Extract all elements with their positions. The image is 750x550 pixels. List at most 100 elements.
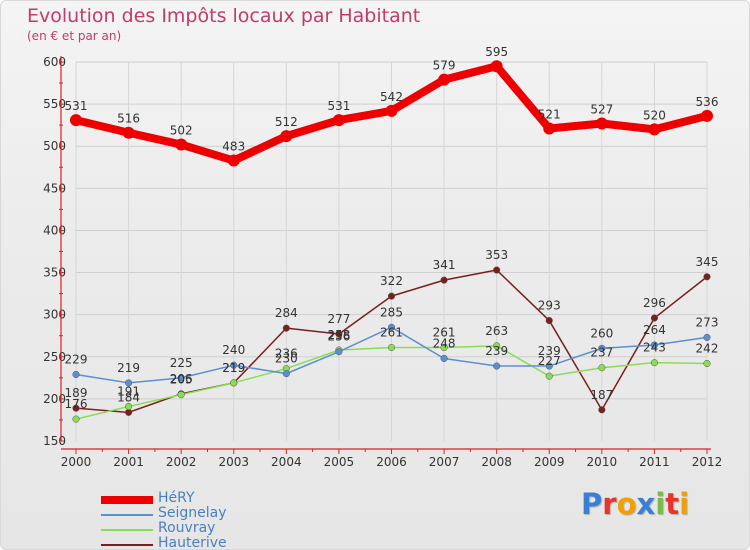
logo-letter: t [665,487,680,521]
data-label: 219 [222,361,245,375]
data-label: 176 [65,397,88,411]
logo-letter: i [679,487,690,521]
data-label: 264 [643,323,666,337]
data-label: 260 [590,326,613,340]
data-point [598,364,606,372]
data-label: 483 [222,140,245,154]
x-tick-label: 2009 [534,455,565,469]
data-label: 579 [433,59,456,73]
data-point [440,354,448,363]
data-label: 520 [643,108,666,122]
data-label: 187 [590,388,613,402]
data-point [648,123,661,136]
data-label: 227 [538,354,561,368]
data-label: 240 [222,343,245,357]
data-label: 219 [222,361,245,375]
data-label: 206 [170,372,193,386]
data-label: 527 [590,102,613,116]
data-point [598,344,606,352]
x-tick-label: 2008 [481,455,512,469]
data-point [387,323,396,331]
data-label: 345 [696,255,719,269]
x-tick-label: 2002 [166,455,197,469]
y-tick-label: 250 [43,350,66,364]
data-point [703,359,711,368]
data-point [72,370,80,379]
data-label: 353 [485,248,508,262]
data-label: 237 [590,346,613,360]
data-point [230,361,238,369]
data-label: 595 [485,45,508,59]
y-tick-label: 400 [43,223,66,237]
legend-swatch [101,529,153,531]
data-label: 184 [117,390,140,404]
logo-letter: o [616,487,637,521]
logo-letter: i [655,487,666,521]
y-tick-label: 450 [43,181,66,195]
data-label: 531 [327,99,350,113]
data-label: 341 [433,258,456,272]
y-tick-label: 500 [43,139,66,153]
data-point [490,60,503,73]
data-point [545,362,553,370]
data-point [650,341,658,349]
data-label: 225 [170,356,193,370]
x-tick-label: 2005 [324,455,355,469]
data-label: 189 [65,386,88,400]
data-label: 277 [327,312,350,326]
data-point [440,276,448,284]
x-tick-label: 2007 [429,455,460,469]
data-label: 293 [538,299,561,313]
data-label: 261 [433,326,456,340]
data-label: 516 [117,112,140,126]
legend-label: HéRY [158,490,195,506]
legend-label: Hauterive [158,535,227,550]
data-point [332,114,345,127]
x-tick-label: 2004 [271,455,302,469]
data-point [282,324,290,332]
y-tick-label: 550 [43,97,66,111]
data-point [387,292,396,300]
data-label: 248 [433,336,456,350]
logo-letter: x [636,487,656,521]
data-point [493,342,501,350]
legend-swatch [101,544,153,546]
data-label: 239 [538,344,561,358]
data-label: 284 [275,306,298,320]
data-label: 191 [117,384,140,398]
data-label: 521 [538,108,561,122]
data-point [177,374,185,382]
legend-swatch [101,496,153,504]
y-tick-label: 300 [43,308,66,322]
x-tick-label: 2011 [639,455,670,469]
legend-swatch [101,514,153,516]
data-point [650,359,658,367]
data-label: 230 [275,352,298,366]
data-label: 239 [485,344,508,358]
x-tick-label: 2001 [113,455,144,469]
data-point [387,343,396,352]
data-point [125,402,133,411]
data-point [545,317,553,325]
data-point [545,372,553,380]
logo-letter: r [602,487,617,521]
data-label: 258 [327,328,350,342]
data-point [493,266,501,274]
data-point [493,362,501,370]
x-tick-label: 2006 [376,455,407,469]
data-point [125,379,133,387]
data-point [72,404,80,412]
data-point [385,104,398,117]
data-point [701,109,713,122]
data-label: 219 [117,361,140,375]
data-point [230,379,238,387]
data-label: 263 [485,324,508,338]
y-tick-label: 150 [43,434,66,448]
chart-subtitle: (en € et par an) [27,29,122,43]
data-label: 242 [696,342,719,356]
data-point [440,343,448,352]
proxiti-logo: Proxiti [581,487,689,521]
data-point [598,406,606,414]
